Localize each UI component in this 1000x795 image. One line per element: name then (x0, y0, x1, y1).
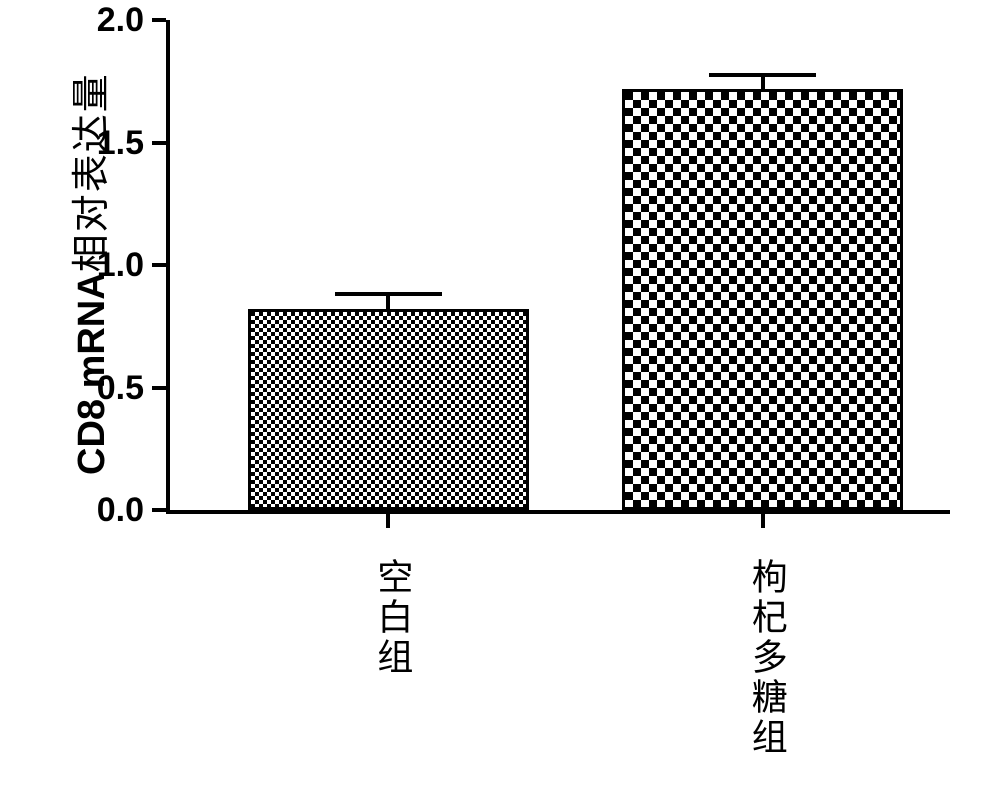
y-axis-line (166, 20, 170, 514)
x-tick (761, 514, 765, 528)
category-label: 空白组 (366, 558, 418, 678)
bar (622, 89, 903, 510)
y-tick-label: 0.5 (97, 369, 144, 408)
error-bar-cap (335, 292, 442, 296)
y-tick (152, 508, 166, 512)
y-tick (152, 386, 166, 390)
y-tick (152, 141, 166, 145)
x-tick (386, 514, 390, 528)
y-tick (152, 18, 166, 22)
y-tick-label: 0.0 (97, 491, 144, 530)
bar-chart: CD8 mRNA相对表达量 0.00.51.01.52.0空白组枸杞多糖组 (0, 0, 1000, 795)
bar (248, 309, 529, 510)
y-tick-label: 1.5 (97, 124, 144, 163)
y-tick-label: 2.0 (97, 1, 144, 40)
error-bar (761, 75, 765, 88)
error-bar (386, 294, 390, 309)
y-tick (152, 263, 166, 267)
x-axis-line (166, 510, 950, 514)
error-bar-cap (709, 73, 816, 77)
category-label: 枸杞多糖组 (741, 558, 793, 758)
y-tick-label: 1.0 (97, 246, 144, 285)
